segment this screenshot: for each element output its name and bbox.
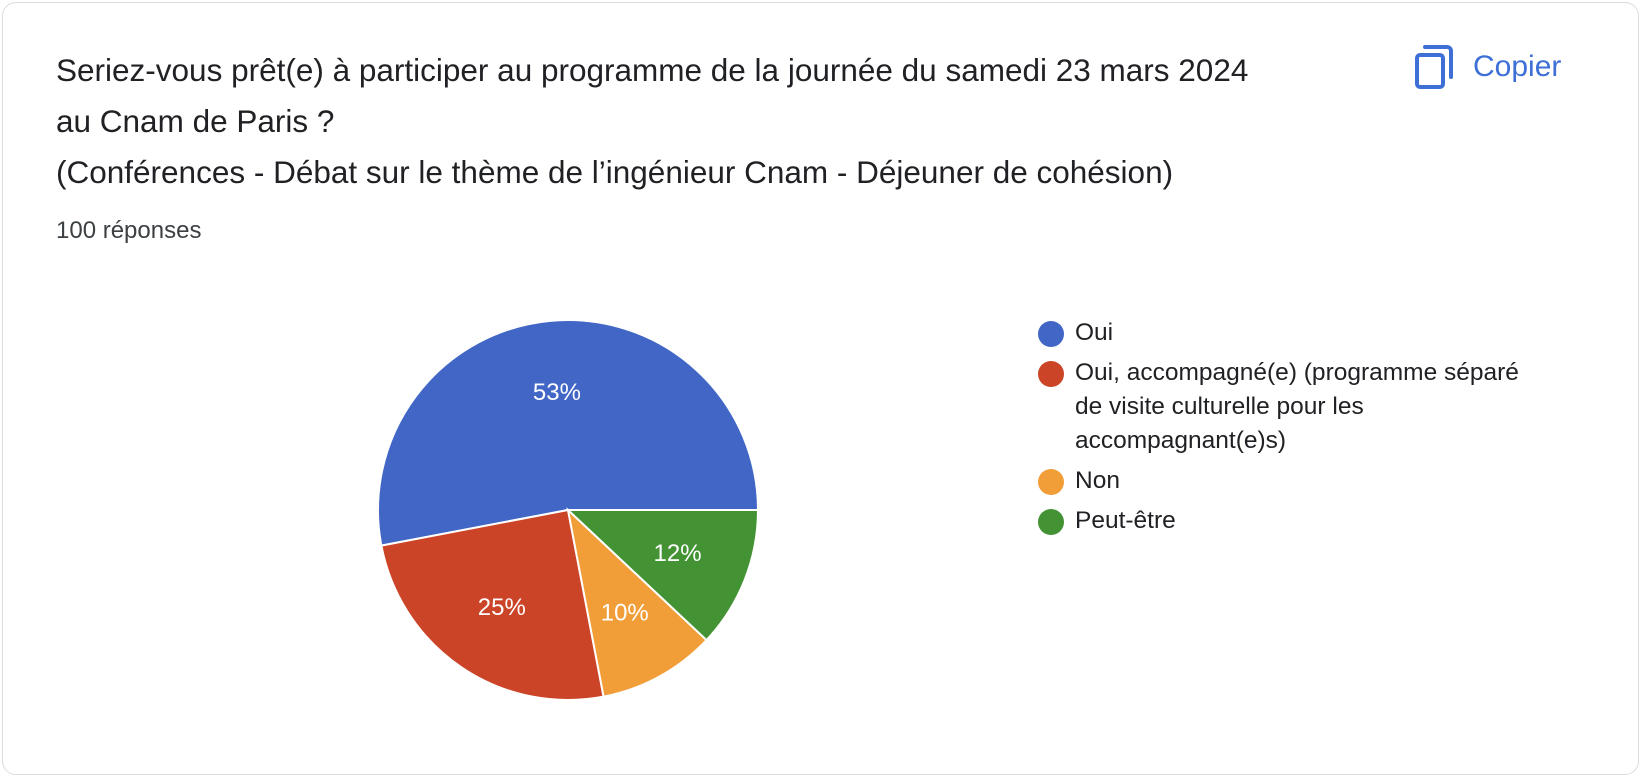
pie-slice-label-0: 53% <box>533 379 581 406</box>
pie-slice-label-2: 10% <box>601 600 649 627</box>
pie-slice-3 <box>565 509 760 642</box>
pie-slice-0 <box>377 319 760 547</box>
legend-label: Oui, accompagné(e) (programme séparé <box>1075 359 1519 386</box>
pie-labels: 53% 25% 10% 12% <box>478 379 702 627</box>
pie-slice-label-3: 12% <box>654 540 702 567</box>
pie-slice-label-1: 25% <box>478 594 526 621</box>
legend-swatch <box>1038 469 1064 495</box>
legend-label: de visite culturelle pour les <box>1075 393 1364 420</box>
legend-label: accompagnant(e)s) <box>1075 427 1287 454</box>
question-title-line: au Cnam de Paris ? <box>56 103 335 139</box>
responses-count: 100 réponses <box>56 217 202 244</box>
legend-swatch <box>1038 361 1064 387</box>
copy-button[interactable]: Copier <box>1413 41 1561 93</box>
legend-item[interactable]: Oui, accompagné(e) (programme séparé de v… <box>1038 356 1558 458</box>
pie-slice-2 <box>566 507 708 698</box>
question-title: Seriez-vous prêt(e) à participer au prog… <box>56 45 1376 198</box>
legend-item[interactable]: Non <box>1038 464 1558 498</box>
legend-label: Oui <box>1075 319 1114 346</box>
legend-swatch <box>1038 509 1064 535</box>
copy-icon <box>1415 45 1453 89</box>
legend-item[interactable]: Oui <box>1038 316 1558 350</box>
pie-slice-1 <box>380 508 605 701</box>
pie-slices <box>377 319 760 701</box>
question-title-line: (Conférences - Débat sur le thème de l’i… <box>56 154 1174 190</box>
legend-swatch <box>1038 321 1064 347</box>
chart-legend: Oui Oui, accompagné(e) (programme séparé d… <box>1038 316 1558 544</box>
legend-label: Peut-être <box>1075 507 1176 534</box>
copy-label: Copier <box>1473 50 1562 83</box>
question-title-line: Seriez-vous prêt(e) à participer au prog… <box>56 52 1249 88</box>
legend-item[interactable]: Peut-être <box>1038 504 1558 538</box>
legend-label: Non <box>1075 467 1120 494</box>
